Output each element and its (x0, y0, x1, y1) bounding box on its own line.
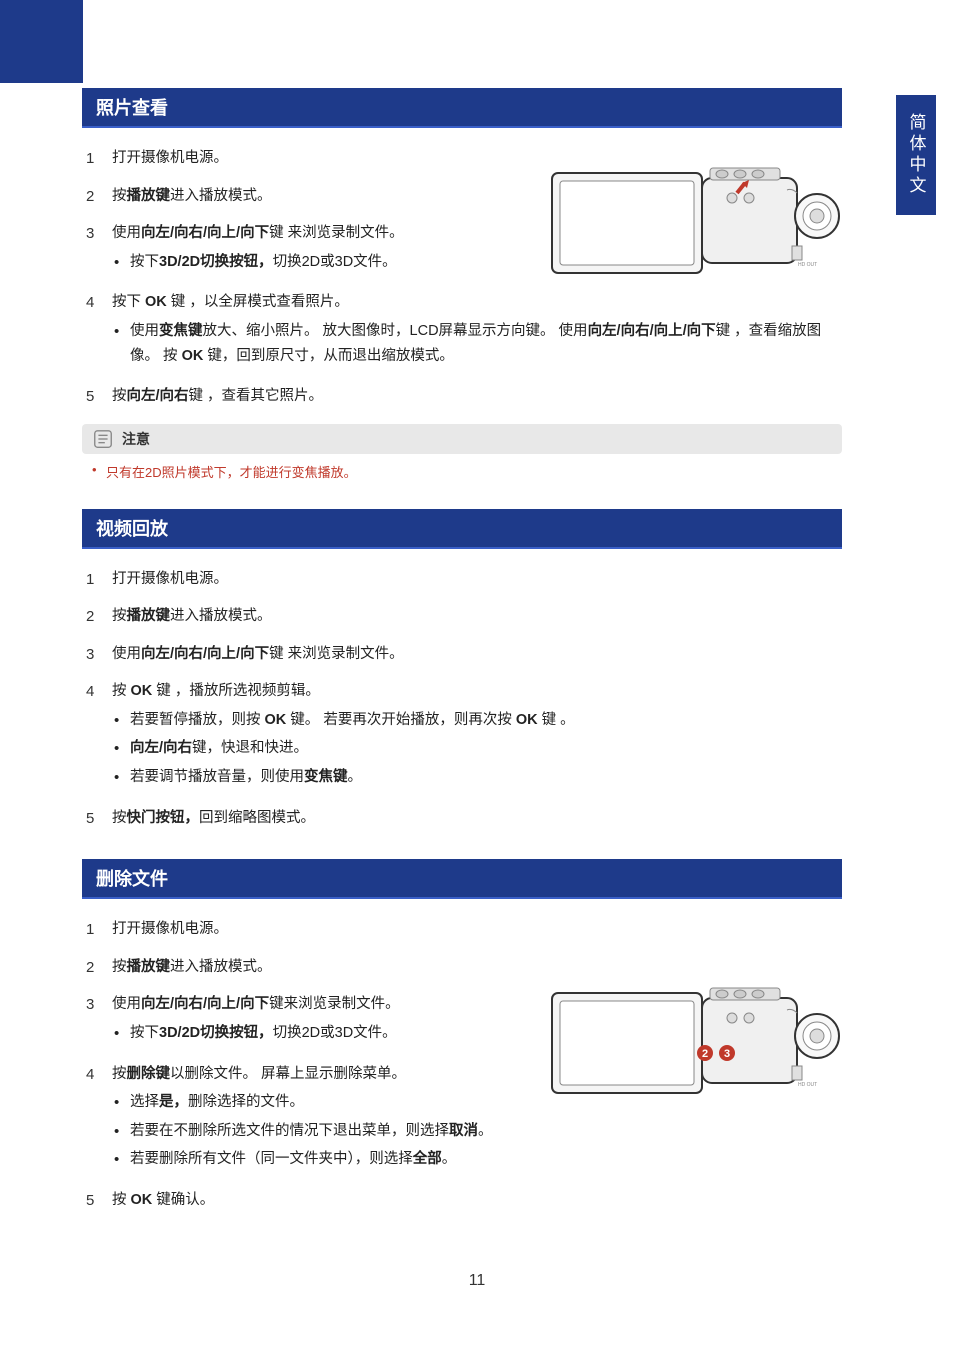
bullet-item: 向左/向右键，快退和快进。 (112, 736, 842, 761)
note-item: 只有在2D照片模式下，才能进行变焦播放。 (92, 462, 838, 481)
step-number: 4 (86, 290, 106, 372)
step-item: 2按播放键进入播放模式。 (86, 604, 842, 630)
bullet-list: 若要暂停播放，则按 OK 键。 若要再次开始播放，则再次按 OK 键 。向左/向… (112, 708, 842, 790)
bullet-list: 使用变焦键放大、缩小照片。 放大图像时，LCD屏幕显示方向键。 使用向左/向右/… (112, 319, 842, 368)
page-number: 11 (0, 1272, 954, 1290)
language-side-tab: 简体中文 (896, 95, 936, 215)
step-text: 打开摄像机电源。 (112, 567, 842, 592)
bullet-item: 使用变焦键放大、缩小照片。 放大图像时，LCD屏幕显示方向键。 使用向左/向右/… (112, 319, 842, 368)
bullet-item: 若要调节播放音量，则使用变焦键。 (112, 765, 842, 790)
step-number: 5 (86, 806, 106, 832)
step-item: 1打开摄像机电源。 (86, 917, 842, 943)
step-number: 1 (86, 567, 106, 593)
step-item: 3使用向左/向右/向上/向下键 来浏览录制文件。 (86, 642, 842, 668)
step-number: 4 (86, 679, 106, 794)
step-text: 按向左/向右键 ，查看其它照片。 (112, 384, 842, 409)
step-text: 打开摄像机电源。 (112, 917, 842, 942)
svg-text:2: 2 (702, 1048, 708, 1060)
note-icon (92, 428, 114, 450)
svg-text:HD OUT: HD OUT (798, 1082, 817, 1088)
step-number: 3 (86, 992, 106, 1049)
bullet-item: 若要在不删除所选文件的情况下退出菜单，则选择取消。 (112, 1119, 842, 1144)
bullet-list: 按下3D/2D切换按钮，切换2D或3D文件。 (112, 250, 842, 275)
step-number: 2 (86, 955, 106, 981)
bullet-item: 选择是，删除选择的文件。 (112, 1090, 842, 1115)
step-item: 5按快门按钮，回到缩略图模式。 (86, 806, 842, 832)
note-box: 注意 只有在2D照片模式下，才能进行变焦播放。 (82, 424, 842, 481)
bullet-item: 若要暂停播放，则按 OK 键。 若要再次开始播放，则再次按 OK 键 。 (112, 708, 842, 733)
step-number: 1 (86, 917, 106, 943)
step-body: 按 OK 键 ，播放所选视频剪辑。若要暂停播放，则按 OK 键。 若要再次开始播… (112, 679, 842, 794)
bullet-list: 按下3D/2D切换按钮，切换2D或3D文件。 (112, 1021, 842, 1046)
step-text: 按 OK 键 ，播放所选视频剪辑。 (112, 679, 842, 704)
step-body: 按下 OK 键 ，以全屏模式查看照片。使用变焦键放大、缩小照片。 放大图像时，L… (112, 290, 842, 372)
step-number: 3 (86, 221, 106, 278)
step-item: 5按向左/向右键 ，查看其它照片。 (86, 384, 842, 410)
step-number: 5 (86, 384, 106, 410)
top-corner-bar (0, 0, 83, 83)
step-number: 2 (86, 184, 106, 210)
bullet-item: 按下3D/2D切换按钮，切换2D或3D文件。 (112, 1021, 842, 1046)
bullet-list: 选择是，删除选择的文件。若要在不删除所选文件的情况下退出菜单，则选择取消。若要删… (112, 1090, 842, 1172)
bullet-item: 按下3D/2D切换按钮，切换2D或3D文件。 (112, 250, 842, 275)
step-item: 5按 OK 键确认。 (86, 1188, 842, 1214)
step-item: 1打开摄像机电源。 (86, 567, 842, 593)
section-header: 删除文件 (82, 859, 842, 899)
section-header: 照片查看 (82, 88, 842, 128)
bullet-item: 若要删除所有文件（同一文件夹中），则选择全部。 (112, 1147, 842, 1172)
step-item: 4按下 OK 键 ，以全屏模式查看照片。使用变焦键放大、缩小照片。 放大图像时，… (86, 290, 842, 372)
note-label: 注意 (122, 429, 150, 449)
step-number: 1 (86, 146, 106, 172)
step-text: 按播放键进入播放模式。 (112, 604, 842, 629)
step-body: 按向左/向右键 ，查看其它照片。 (112, 384, 842, 410)
step-text: 按快门按钮，回到缩略图模式。 (112, 806, 842, 831)
section-header: 视频回放 (82, 509, 842, 549)
step-number: 4 (86, 1062, 106, 1177)
step-list: 1打开摄像机电源。2按播放键进入播放模式。3使用向左/向右/向上/向下键 来浏览… (82, 567, 842, 832)
step-item: 4按 OK 键 ，播放所选视频剪辑。若要暂停播放，则按 OK 键。 若要再次开始… (86, 679, 842, 794)
step-body: 按 OK 键确认。 (112, 1188, 842, 1214)
svg-text:3: 3 (724, 1048, 730, 1060)
step-number: 2 (86, 604, 106, 630)
step-body: 按播放键进入播放模式。 (112, 604, 842, 630)
step-number: 5 (86, 1188, 106, 1214)
step-body: 按快门按钮，回到缩略图模式。 (112, 806, 842, 832)
note-header: 注意 (82, 424, 842, 454)
step-body: 使用向左/向右/向上/向下键 来浏览录制文件。 (112, 642, 842, 668)
step-number: 3 (86, 642, 106, 668)
note-body: 只有在2D照片模式下，才能进行变焦播放。 (82, 454, 842, 481)
step-body: 打开摄像机电源。 (112, 917, 842, 943)
step-text: 使用向左/向右/向上/向下键 来浏览录制文件。 (112, 642, 842, 667)
step-text: 按下 OK 键 ，以全屏模式查看照片。 (112, 290, 842, 315)
step-text: 按 OK 键确认。 (112, 1188, 842, 1213)
step-body: 打开摄像机电源。 (112, 567, 842, 593)
page-content: 照片查看 HD OUT 1打开摄像机电源。2按播放键进入播放模式。3使用向左/向… (82, 88, 842, 1226)
